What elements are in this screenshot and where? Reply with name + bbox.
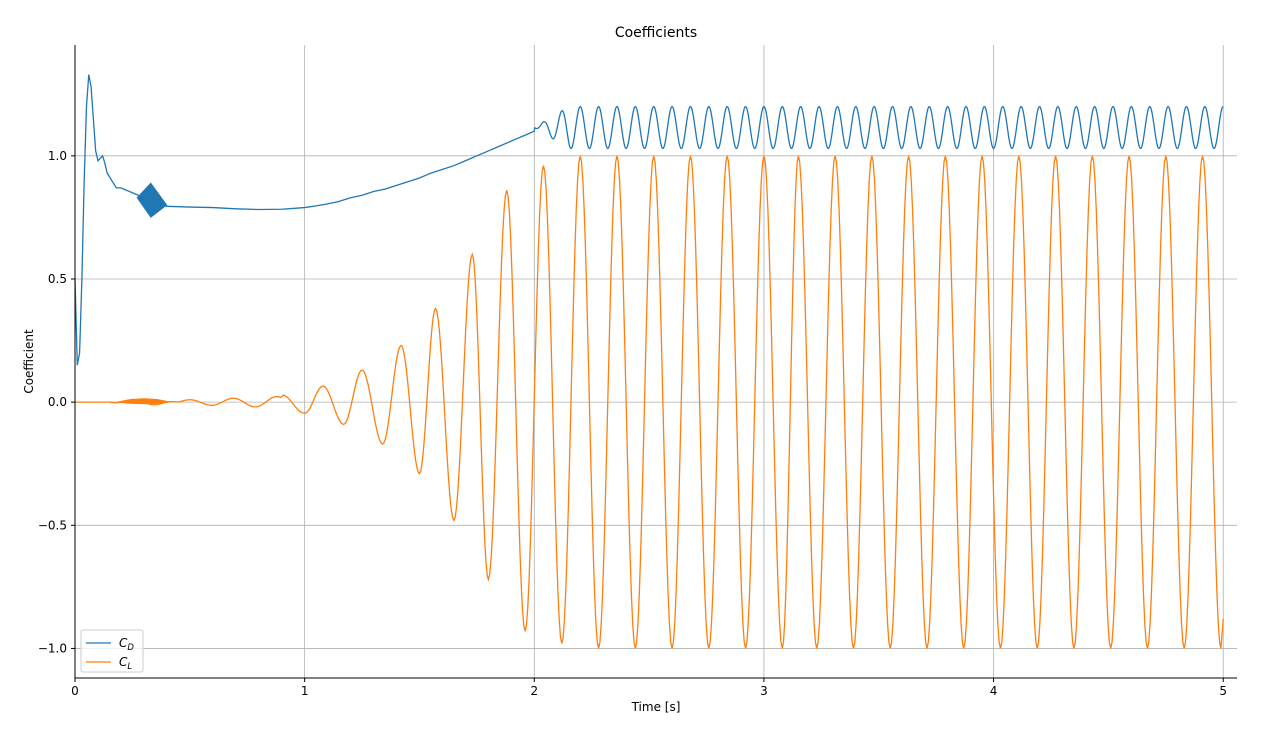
series-layer — [74, 74, 1224, 649]
chart-title: Coefficients — [615, 25, 697, 41]
y-tick-label: 1.0 — [48, 149, 67, 163]
x-axis-label: Time [s] — [631, 700, 681, 714]
x-tick-label: 2 — [530, 684, 538, 698]
series-cl-burst — [116, 398, 172, 405]
series-cd-burst — [136, 182, 168, 218]
y-gridlines — [75, 155, 1237, 649]
x-tick-label: 5 — [1219, 684, 1227, 698]
y-tick-label: −0.5 — [38, 518, 67, 532]
y-axis-ticks: −1.0 −0.5 0.0 0.5 1.0 — [38, 149, 75, 655]
x-axis-ticks: 0 1 2 3 4 5 — [71, 678, 1227, 698]
y-tick-label: 0.0 — [48, 395, 67, 409]
series-cl-line — [75, 155, 1224, 649]
x-tick-label: 1 — [301, 684, 309, 698]
y-axis-label: Coefficient — [22, 329, 36, 394]
x-tick-label: 3 — [760, 684, 768, 698]
series-cd-line — [74, 74, 1224, 366]
y-tick-label: 0.5 — [48, 272, 67, 286]
x-tick-label: 4 — [990, 684, 998, 698]
y-tick-label: −1.0 — [38, 641, 67, 655]
x-tick-label: 0 — [71, 684, 79, 698]
